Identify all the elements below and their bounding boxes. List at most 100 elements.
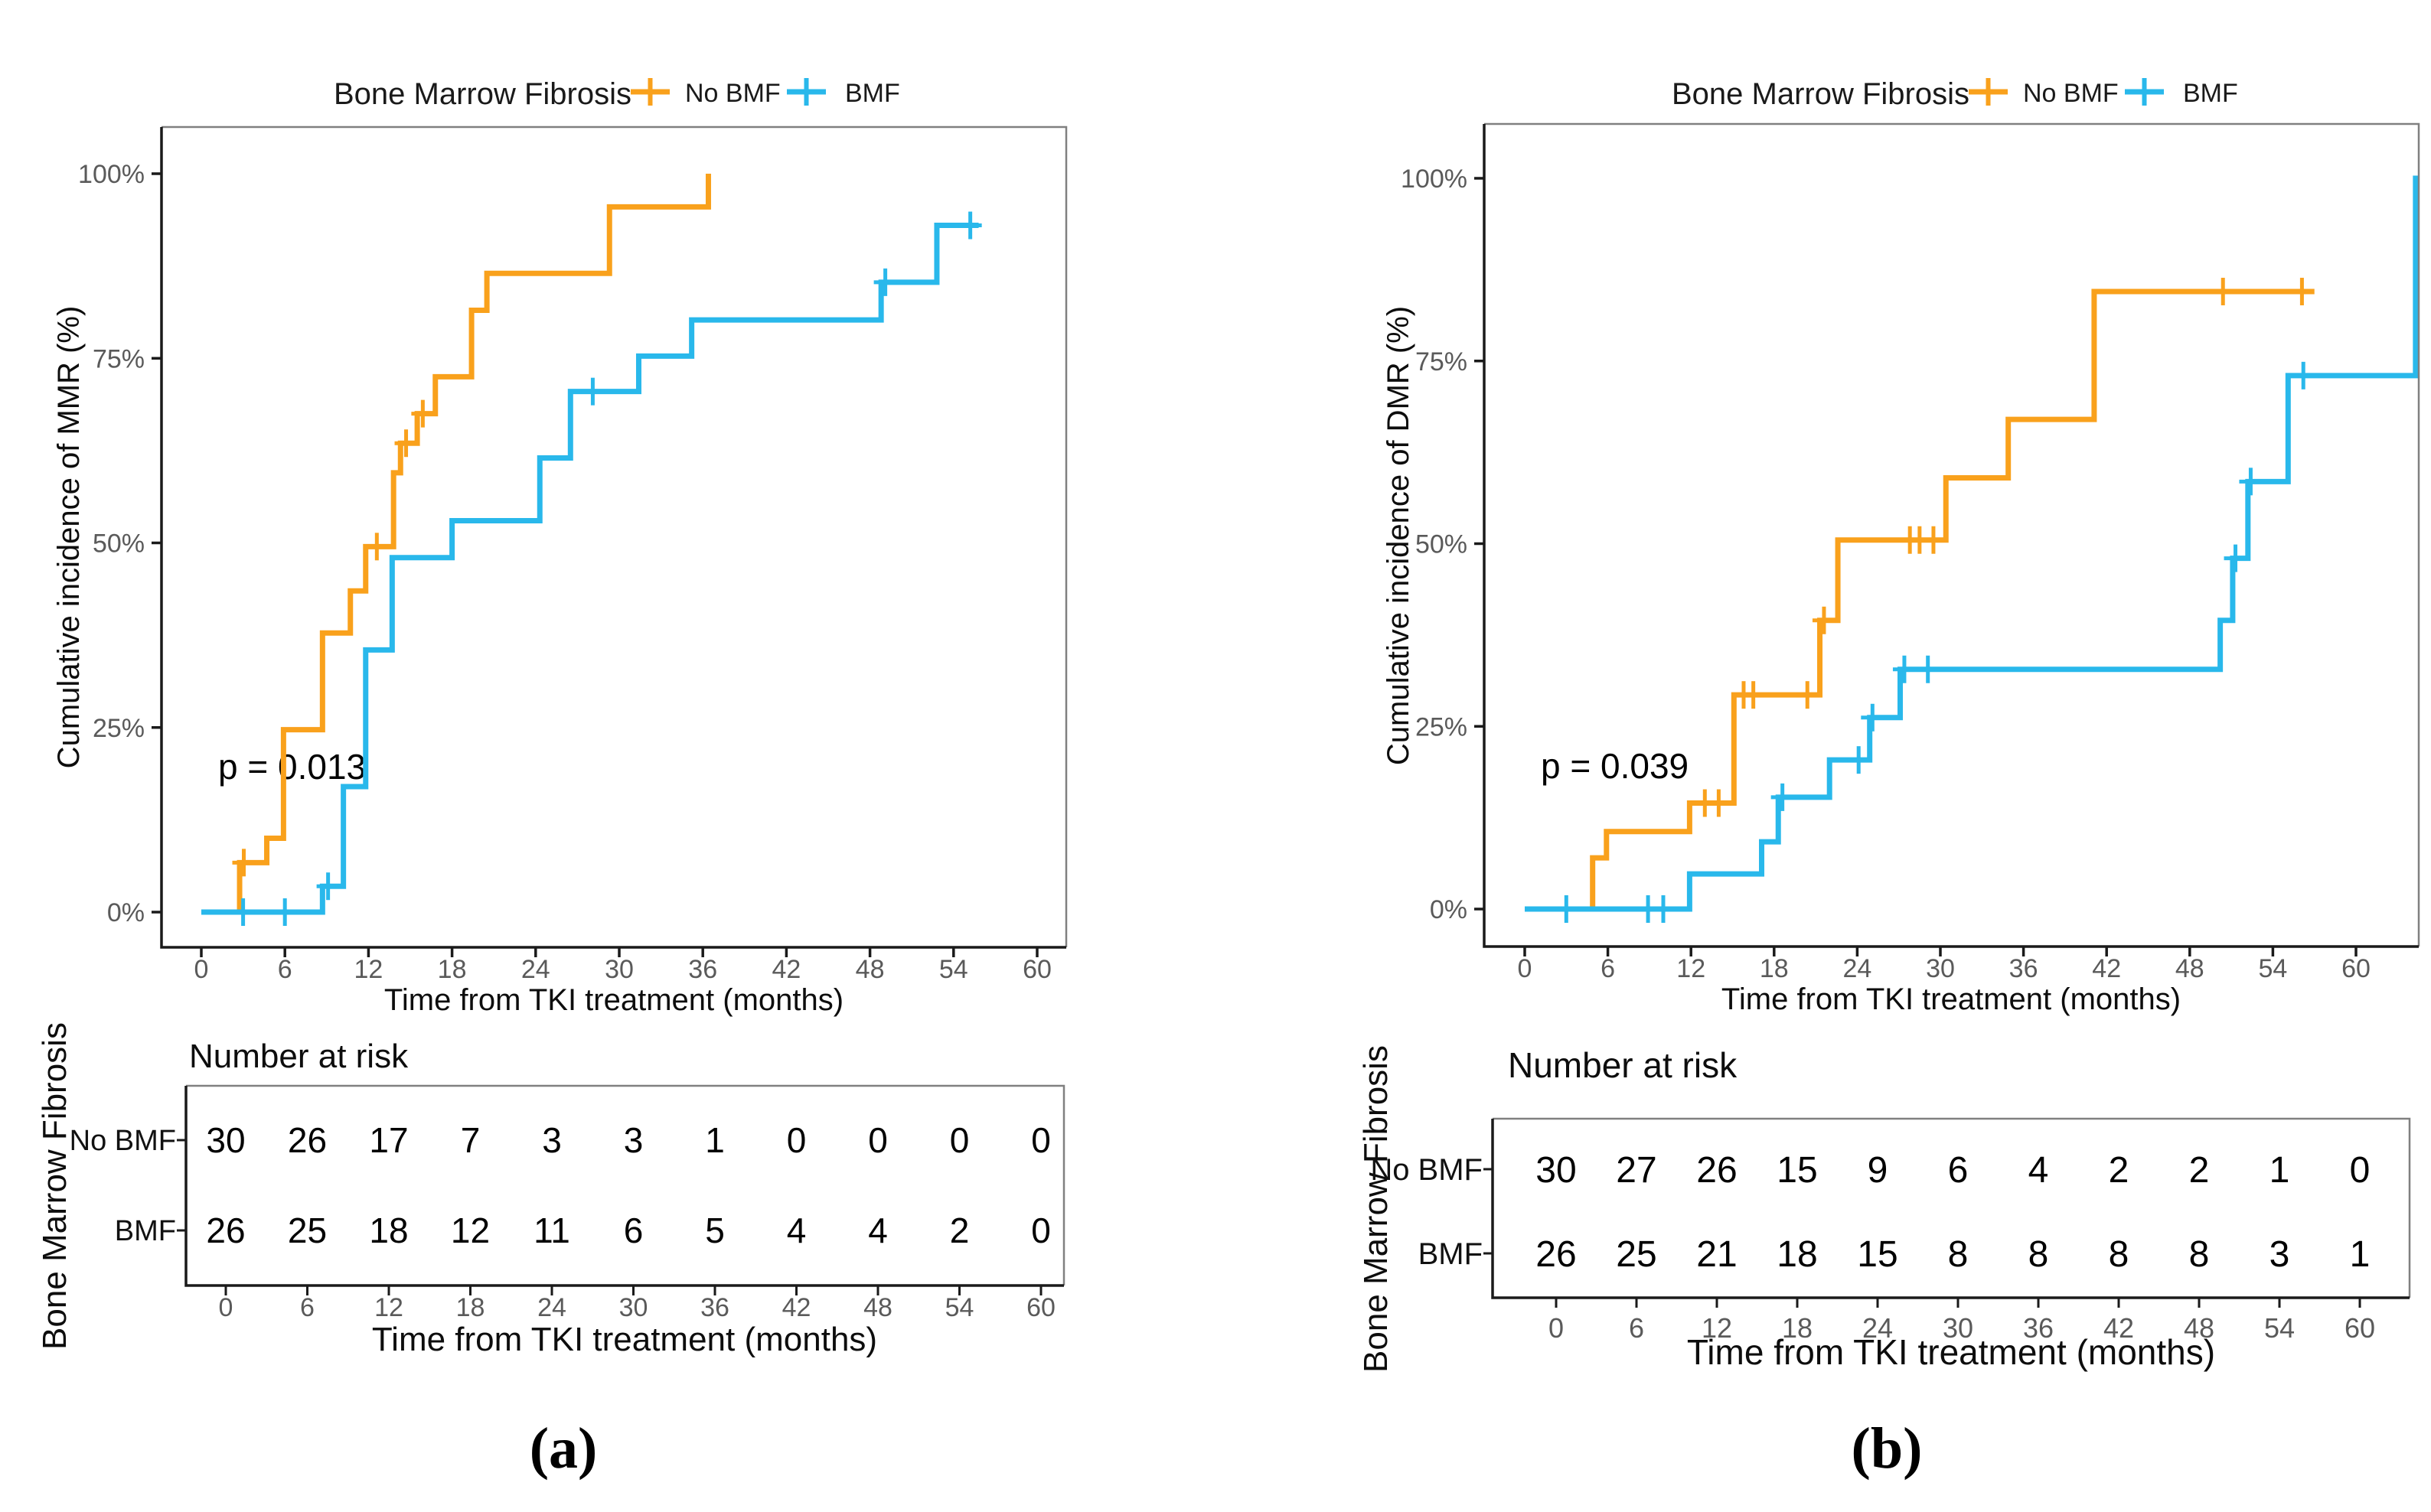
risk-box-border: [186, 1084, 1065, 1286]
risk-count: 0: [950, 1120, 970, 1160]
risk-table-a: Number at risk Bone Marrow Fibrosis No B…: [36, 1022, 1065, 1358]
x-tick-label: 6: [278, 955, 292, 984]
risk-count: 11: [534, 1211, 570, 1250]
risk-x-tick-label: 24: [1862, 1312, 1893, 1344]
risk-x-tick-label: 18: [1782, 1312, 1813, 1344]
risk-count: 3: [624, 1120, 644, 1160]
panel-b: Bone Marrow Fibrosis No BMF BMF Cumulati…: [1357, 77, 2420, 1481]
risk-x-tick-label: 60: [2345, 1312, 2375, 1344]
risk-x-tick-label: 48: [863, 1293, 892, 1322]
risk-count: 8: [2109, 1234, 2129, 1275]
risk-table-x-label: Time from TKI treatment (months): [372, 1321, 877, 1358]
risk-count: 18: [369, 1211, 408, 1250]
risk-x-tick-label: 6: [300, 1293, 315, 1322]
risk-table-grid: 30 26 17 7 3 3 1 0 0 0 026 25 18 12 11 6 5 4 4 2 00 6 12 18 24 30…: [177, 1084, 1065, 1322]
x-tick-label: 48: [856, 955, 885, 984]
risk-axis-lines: [1491, 1119, 2410, 1299]
risk-count: 8: [2189, 1234, 2210, 1275]
axis-lines: [160, 127, 1066, 949]
legend-title: Bone Marrow Fibrosis: [334, 77, 631, 111]
plot-area: 0% 25% 50% 75% 100% 0 6 12 18 24 30 36 42 48 54 60: [78, 125, 1068, 984]
risk-count: 3: [542, 1120, 562, 1160]
risk-x-tick-label: 12: [374, 1293, 403, 1322]
legend-title: Bone Marrow Fibrosis: [1672, 77, 1969, 111]
curves: [201, 174, 982, 926]
x-tick-label: 36: [688, 955, 717, 984]
axis-lines: [1483, 124, 2419, 948]
y-tick-label: 0%: [107, 898, 145, 927]
risk-count: 21: [1696, 1234, 1737, 1275]
risk-count: 1: [705, 1120, 725, 1160]
risk-row-label-bmf: BMF: [1418, 1237, 1483, 1271]
risk-x-tick-label: 18: [456, 1293, 485, 1322]
risk-x-tick-label: 6: [1629, 1312, 1644, 1344]
curves: [1525, 175, 2419, 923]
y-tick-label: 25%: [93, 714, 145, 743]
risk-count: 27: [1616, 1150, 1656, 1191]
legend-key-no-bmf-icon: [631, 78, 670, 106]
legend-label-no-bmf: No BMF: [2023, 79, 2119, 108]
y-tick-label: 0%: [1430, 895, 1467, 924]
x-tick-label: 12: [1676, 954, 1705, 983]
risk-count: 5: [705, 1211, 725, 1250]
x-tick-label: 54: [2258, 954, 2287, 983]
risk-x-tick-label: 12: [1702, 1312, 1732, 1344]
risk-table-b: Number at risk Bone Marrow Fibrosis No B…: [1357, 1045, 2411, 1373]
y-tick-label: 100%: [1401, 165, 1467, 194]
risk-x-tick-label: 36: [700, 1293, 729, 1322]
risk-count: 26: [206, 1211, 245, 1250]
risk-count: 8: [1948, 1234, 1969, 1275]
plot-area: 0% 25% 50% 75% 100% 0 6 12 18 24 30 36 42 48 54 60: [1401, 122, 2420, 983]
y-tick-label: 25%: [1415, 712, 1467, 741]
risk-count: 4: [787, 1211, 807, 1250]
x-tick-label: 6: [1601, 954, 1615, 983]
x-tick-label: 30: [1926, 954, 1955, 983]
risk-table-x-label: Time from TKI treatment (months): [1687, 1332, 2215, 1372]
x-tick-label: 12: [354, 955, 383, 984]
x-tick-label: 0: [1518, 954, 1532, 983]
risk-x-tick-label: 0: [1548, 1312, 1564, 1344]
y-tick-label: 50%: [93, 530, 145, 559]
x-tick-label: 0: [194, 955, 209, 984]
risk-x-tick-label: 60: [1026, 1293, 1056, 1322]
risk-count: 7: [461, 1120, 481, 1160]
risk-count: 2: [950, 1211, 970, 1250]
caption-a: (a): [530, 1416, 598, 1481]
panel-border: [162, 125, 1068, 947]
risk-count: 4: [868, 1211, 888, 1250]
legend-key-bmf-icon: [2125, 78, 2164, 106]
risk-count: 17: [369, 1120, 408, 1160]
x-axis-title: Time from TKI treatment (months): [1721, 982, 2181, 1016]
risk-count: 9: [1868, 1150, 1888, 1191]
x-tick-label: 42: [772, 955, 801, 984]
risk-count: 26: [1535, 1234, 1576, 1275]
risk-count: 3: [2269, 1234, 2290, 1275]
risk-table-y-label: Bone Marrow Fibrosis: [36, 1022, 73, 1350]
risk-table-title: Number at risk: [1508, 1045, 1738, 1085]
x-tick-label: 36: [2009, 954, 2038, 983]
risk-count: 8: [2028, 1234, 2049, 1275]
series-bmf: [1525, 175, 2419, 912]
risk-count: 0: [868, 1120, 888, 1160]
risk-count: 4: [2028, 1150, 2049, 1191]
risk-x-tick-label: 30: [1943, 1312, 1973, 1344]
series-no-bmf: [1525, 288, 2315, 912]
risk-x-tick-label: 42: [782, 1293, 811, 1322]
risk-count: 26: [1696, 1150, 1737, 1191]
caption-b: (b): [1852, 1416, 1923, 1481]
x-axis-title: Time from TKI treatment (months): [384, 983, 844, 1017]
legend-a: Bone Marrow Fibrosis No BMF BMF: [334, 77, 900, 111]
risk-table-grid: 30 27 26 15 9 6 4 2 2 1 026 25 21 18 15 8 8 8 8 3 10 6 12 18 24 3…: [1483, 1117, 2411, 1344]
panel-border: [1484, 122, 2420, 947]
risk-count: 1: [2350, 1234, 2371, 1275]
legend-b: Bone Marrow Fibrosis No BMF BMF: [1672, 77, 2238, 111]
x-tick-label: 24: [521, 955, 550, 984]
legend-label-bmf: BMF: [2183, 79, 2238, 108]
risk-count: 0: [2350, 1150, 2371, 1191]
risk-x-tick-label: 24: [537, 1293, 566, 1322]
y-tick-label: 100%: [78, 160, 145, 189]
risk-count: 0: [1031, 1211, 1051, 1250]
x-tick-label: 60: [2341, 954, 2371, 983]
